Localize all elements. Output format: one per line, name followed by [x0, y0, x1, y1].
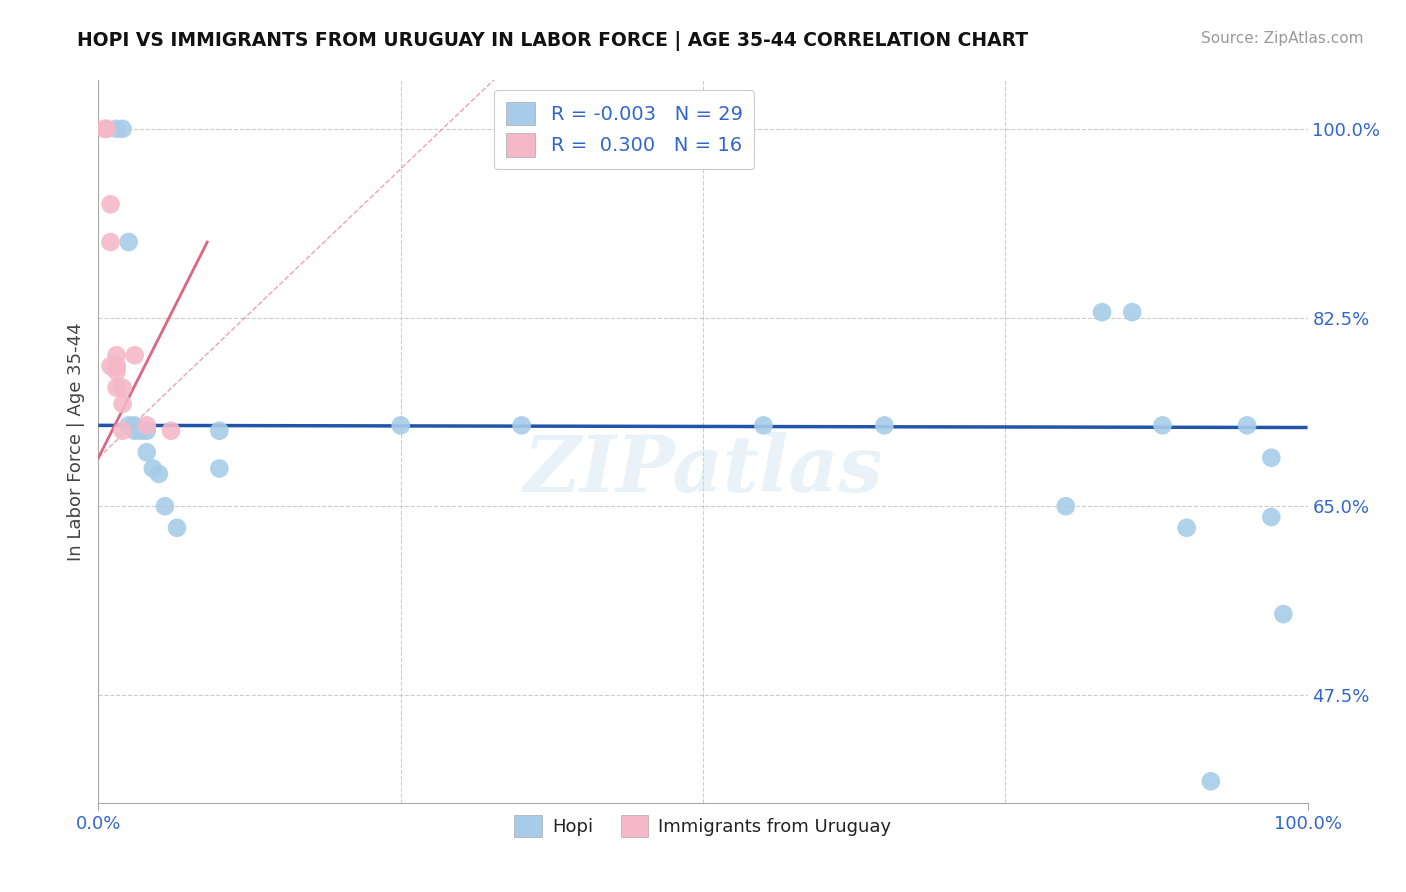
Point: [1091, 305, 1114, 319]
Point: [510, 418, 533, 433]
Point: [118, 418, 141, 433]
Point: [96, 121, 118, 136]
Point: [1260, 450, 1282, 465]
Point: [135, 445, 157, 459]
Point: [1152, 418, 1174, 433]
Point: [1199, 774, 1222, 789]
Point: [160, 424, 183, 438]
Point: [124, 424, 146, 438]
Point: [100, 235, 122, 249]
Point: [1175, 521, 1198, 535]
Point: [129, 424, 152, 438]
Point: [124, 418, 146, 433]
Point: [118, 235, 141, 249]
Point: [111, 121, 134, 136]
Point: [1054, 500, 1077, 514]
Point: [166, 521, 188, 535]
Point: [105, 359, 128, 373]
Point: [93, 121, 115, 136]
Point: [105, 121, 128, 136]
Point: [752, 418, 775, 433]
Point: [153, 500, 176, 514]
Point: [1121, 305, 1143, 319]
Point: [124, 348, 146, 362]
Text: Source: ZipAtlas.com: Source: ZipAtlas.com: [1201, 31, 1364, 46]
Point: [100, 197, 122, 211]
Point: [135, 418, 157, 433]
Point: [135, 424, 157, 438]
Point: [1272, 607, 1295, 621]
Point: [111, 381, 134, 395]
Point: [105, 348, 128, 362]
Point: [208, 461, 231, 475]
Text: HOPI VS IMMIGRANTS FROM URUGUAY IN LABOR FORCE | AGE 35-44 CORRELATION CHART: HOPI VS IMMIGRANTS FROM URUGUAY IN LABOR…: [77, 31, 1028, 51]
Point: [873, 418, 896, 433]
Point: [100, 359, 122, 373]
Point: [111, 424, 134, 438]
Point: [1260, 510, 1282, 524]
Point: [208, 424, 231, 438]
Point: [105, 359, 128, 373]
Point: [105, 381, 128, 395]
Point: [111, 397, 134, 411]
Point: [389, 418, 412, 433]
Y-axis label: In Labor Force | Age 35-44: In Labor Force | Age 35-44: [66, 322, 84, 561]
Legend: Hopi, Immigrants from Uruguay: Hopi, Immigrants from Uruguay: [508, 808, 898, 845]
Text: ZIPatlas: ZIPatlas: [523, 433, 883, 508]
Point: [105, 364, 128, 378]
Point: [148, 467, 170, 481]
Point: [142, 461, 165, 475]
Point: [1236, 418, 1258, 433]
